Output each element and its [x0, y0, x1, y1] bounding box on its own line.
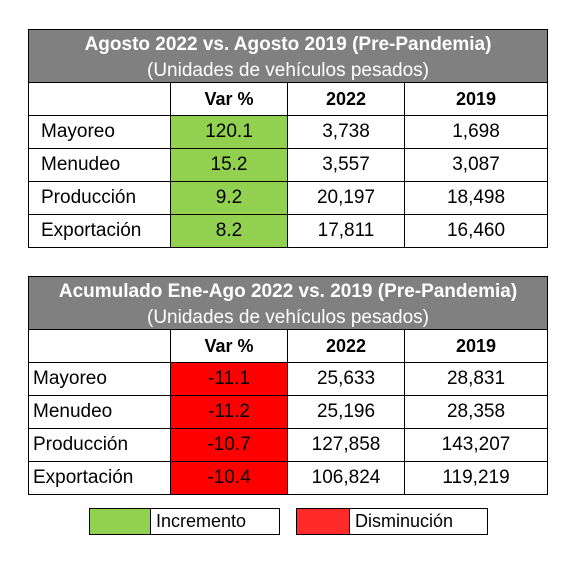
value-2022: 25,633 — [287, 362, 405, 396]
legend-decrease-swatch — [297, 509, 350, 534]
header-row: Var % 2022 2019 — [28, 82, 549, 116]
var-cell: -10.7 — [170, 428, 288, 462]
table-row: Mayoreo 120.1 3,738 1,698 — [28, 115, 549, 149]
header-2022: 2022 — [287, 329, 405, 363]
value-2022: 20,197 — [287, 181, 405, 215]
value-2022: 25,196 — [287, 395, 405, 429]
header-empty — [28, 329, 171, 363]
value-2022: 17,811 — [287, 214, 405, 248]
header-empty — [28, 82, 171, 116]
header-2019: 2019 — [403, 329, 549, 363]
table-row: Producción 9.2 20,197 18,498 — [28, 181, 549, 215]
var-cell: 15.2 — [170, 148, 288, 182]
value-2022: 3,738 — [287, 115, 405, 149]
table-title: Acumulado Ene-Ago 2022 vs. 2019 (Pre-Pan… — [27, 276, 549, 307]
header-row: Var % 2022 2019 — [28, 329, 549, 363]
var-cell: 9.2 — [170, 181, 288, 215]
header-2019: 2019 — [403, 82, 549, 116]
var-cell: -11.1 — [170, 362, 288, 396]
row-label: Producción — [28, 428, 171, 462]
value-2022: 127,858 — [287, 428, 405, 462]
value-2019: 3,087 — [403, 148, 549, 182]
header-2022: 2022 — [287, 82, 405, 116]
row-label: Exportación — [28, 461, 171, 495]
var-cell: -10.4 — [170, 461, 288, 495]
header-var: Var % — [170, 82, 288, 116]
table-row: Producción -10.7 127,858 143,207 — [28, 428, 549, 462]
header-var: Var % — [170, 329, 288, 363]
table-title: Agosto 2022 vs. Agosto 2019 (Pre-Pandemi… — [27, 29, 549, 60]
var-cell: 8.2 — [170, 214, 288, 248]
table-row: Exportación 8.2 17,811 16,460 — [28, 214, 549, 248]
cumulative-comparison-table: Acumulado Ene-Ago 2022 vs. 2019 (Pre-Pan… — [27, 276, 549, 495]
row-label: Mayoreo — [28, 362, 171, 396]
row-label: Exportación — [28, 214, 171, 248]
table-subtitle: (Unidades de vehículos pesados) — [27, 60, 549, 83]
table-row: Mayoreo -11.1 25,633 28,831 — [28, 362, 549, 396]
value-2019: 16,460 — [403, 214, 549, 248]
value-2019: 18,498 — [403, 181, 549, 215]
value-2022: 106,824 — [287, 461, 405, 495]
value-2019: 28,358 — [403, 395, 549, 429]
legend-decrease: Disminución — [296, 508, 488, 535]
legend-increase-swatch — [90, 509, 151, 534]
var-cell: -11.2 — [170, 395, 288, 429]
var-cell: 120.1 — [170, 115, 288, 149]
value-2019: 119,219 — [403, 461, 549, 495]
table-row: Exportación -10.4 106,824 119,219 — [28, 461, 549, 495]
table-row: Menudeo 15.2 3,557 3,087 — [28, 148, 549, 182]
legend-decrease-label: Disminución — [355, 511, 454, 531]
table-row: Menudeo -11.2 25,196 28,358 — [28, 395, 549, 429]
table-subtitle: (Unidades de vehículos pesados) — [27, 307, 549, 330]
legend-increase-label: Incremento — [156, 511, 247, 531]
value-2022: 3,557 — [287, 148, 405, 182]
value-2019: 143,207 — [403, 428, 549, 462]
august-comparison-table: Agosto 2022 vs. Agosto 2019 (Pre-Pandemi… — [27, 29, 549, 248]
row-label: Mayoreo — [28, 115, 171, 149]
row-label: Menudeo — [28, 395, 171, 429]
row-label: Menudeo — [28, 148, 171, 182]
value-2019: 1,698 — [403, 115, 549, 149]
legend-increase: Incremento — [89, 508, 280, 535]
row-label: Producción — [28, 181, 171, 215]
value-2019: 28,831 — [403, 362, 549, 396]
